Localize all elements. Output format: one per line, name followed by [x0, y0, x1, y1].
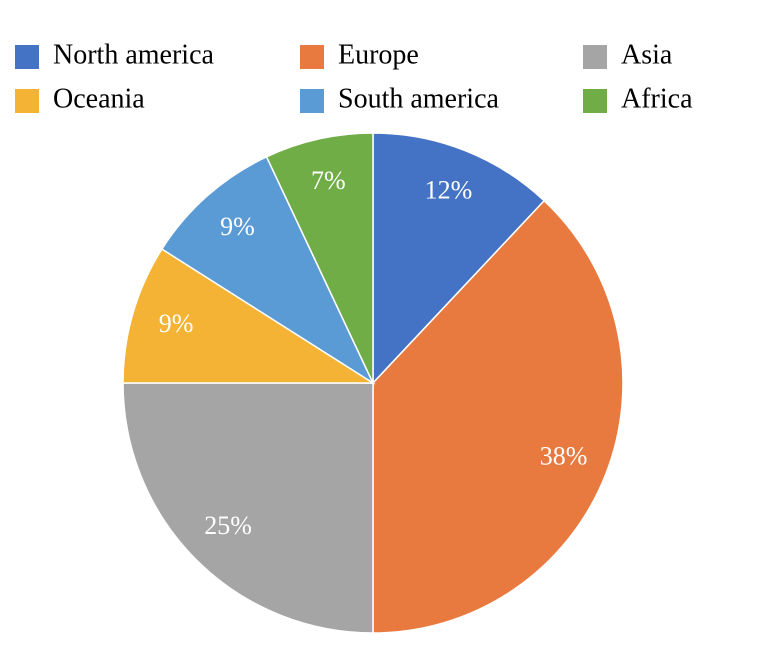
data-label: 9% [159, 309, 194, 338]
data-label: 38% [540, 441, 588, 470]
data-label: 7% [311, 166, 346, 195]
legend-swatch [15, 89, 39, 113]
data-label: 12% [425, 175, 473, 204]
data-label: 25% [204, 511, 252, 540]
legend-label: Africa [621, 83, 693, 114]
data-label: 9% [220, 212, 255, 241]
legend-swatch [300, 45, 324, 69]
legend-swatch [583, 89, 607, 113]
legend-label: Asia [621, 39, 673, 70]
pie-slice [372, 132, 546, 385]
pie-slice [122, 382, 374, 634]
pie-slice [122, 248, 376, 384]
legend-swatch [15, 45, 39, 69]
legend-swatch [583, 45, 607, 69]
pie-slice [160, 155, 375, 386]
legend-swatch [300, 89, 324, 113]
pie-slice [372, 199, 624, 634]
legend-label: South america [338, 83, 500, 114]
pie-slice [265, 132, 374, 384]
legend-label: North america [53, 39, 214, 70]
legend-label: Oceania [53, 83, 145, 114]
legend-label: Europe [338, 39, 419, 70]
